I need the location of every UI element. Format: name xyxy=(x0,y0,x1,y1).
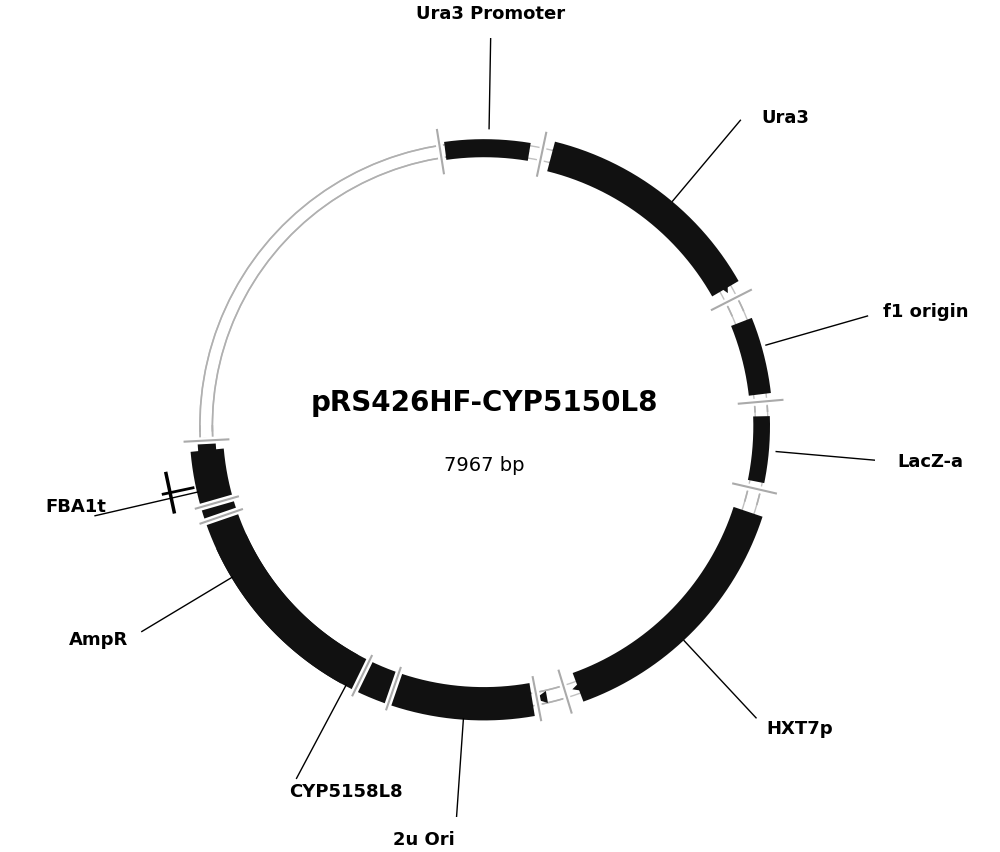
Text: LacZ-a: LacZ-a xyxy=(897,453,963,471)
Text: 7967 bp: 7967 bp xyxy=(444,456,524,475)
Text: Ura3 Promoter: Ura3 Promoter xyxy=(416,5,565,23)
Text: pRS426HF-CYP5150L8: pRS426HF-CYP5150L8 xyxy=(310,389,658,417)
Text: f1 origin: f1 origin xyxy=(883,302,968,320)
Text: HXT7p: HXT7p xyxy=(767,720,833,739)
Text: CYP5158L8: CYP5158L8 xyxy=(289,783,403,801)
Text: 2u Ori: 2u Ori xyxy=(393,831,455,849)
Text: FBA1t: FBA1t xyxy=(45,498,106,516)
Text: Ura3: Ura3 xyxy=(761,109,809,127)
Text: AmpR: AmpR xyxy=(69,630,128,648)
